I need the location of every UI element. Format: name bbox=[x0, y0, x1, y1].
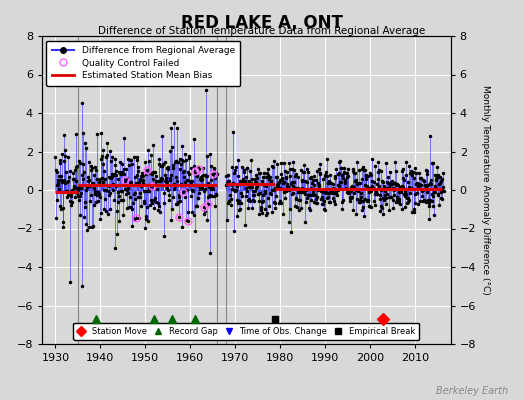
Text: Berkeley Earth: Berkeley Earth bbox=[436, 386, 508, 396]
Legend: Station Move, Record Gap, Time of Obs. Change, Empirical Break: Station Move, Record Gap, Time of Obs. C… bbox=[73, 322, 419, 340]
Y-axis label: Monthly Temperature Anomaly Difference (°C): Monthly Temperature Anomaly Difference (… bbox=[481, 85, 490, 295]
Text: RED LAKE A, ONT: RED LAKE A, ONT bbox=[181, 14, 343, 32]
Text: Difference of Station Temperature Data from Regional Average: Difference of Station Temperature Data f… bbox=[99, 26, 425, 36]
